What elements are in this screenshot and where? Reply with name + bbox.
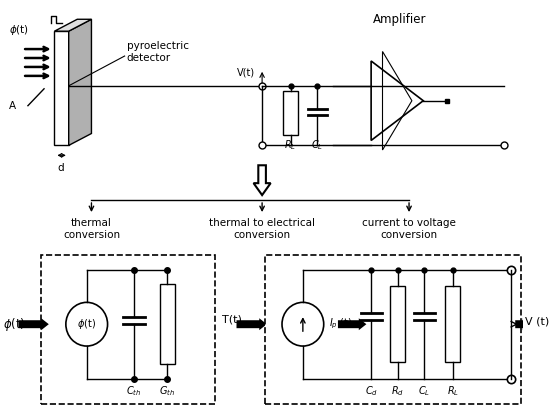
Bar bbox=[54, 31, 69, 145]
Text: A: A bbox=[9, 101, 16, 111]
Bar bbox=[445, 287, 460, 362]
FancyArrow shape bbox=[515, 318, 530, 330]
Text: Amplifier: Amplifier bbox=[373, 13, 426, 26]
Text: $R_L$: $R_L$ bbox=[284, 138, 296, 152]
Text: $C_L$: $C_L$ bbox=[311, 138, 323, 152]
FancyArrow shape bbox=[236, 318, 267, 330]
Text: d: d bbox=[58, 163, 64, 173]
Text: $\phi$(t): $\phi$(t) bbox=[77, 317, 96, 331]
Text: $\phi$(t): $\phi$(t) bbox=[9, 23, 29, 37]
FancyArrow shape bbox=[338, 318, 366, 330]
Polygon shape bbox=[54, 19, 91, 31]
Bar bbox=[390, 287, 405, 362]
FancyArrow shape bbox=[19, 318, 49, 330]
Text: $R_d$: $R_d$ bbox=[391, 384, 404, 398]
Text: V (t): V (t) bbox=[525, 316, 549, 326]
Bar bbox=[160, 285, 175, 364]
Bar bbox=[283, 91, 298, 135]
Polygon shape bbox=[254, 165, 271, 195]
Text: $\phi$(t): $\phi$(t) bbox=[3, 316, 26, 333]
Text: current to voltage
conversion: current to voltage conversion bbox=[362, 218, 456, 240]
Text: pyroelectric
detector: pyroelectric detector bbox=[126, 41, 189, 63]
Text: $C_d$: $C_d$ bbox=[365, 384, 378, 398]
Text: V(t): V(t) bbox=[238, 68, 255, 78]
Text: $G_{th}$: $G_{th}$ bbox=[160, 384, 175, 398]
Text: $C_{th}$: $C_{th}$ bbox=[126, 384, 142, 398]
Text: $C_L$: $C_L$ bbox=[418, 384, 430, 398]
Text: thermal
conversion: thermal conversion bbox=[63, 218, 120, 240]
Bar bbox=[265, 255, 521, 404]
Text: T(t): T(t) bbox=[222, 314, 242, 324]
Text: $I_p$ (t): $I_p$ (t) bbox=[329, 317, 353, 331]
Text: $R_L$: $R_L$ bbox=[447, 384, 459, 398]
Bar bbox=[41, 255, 214, 404]
Text: thermal to electrical
conversion: thermal to electrical conversion bbox=[209, 218, 315, 240]
Polygon shape bbox=[69, 19, 91, 145]
